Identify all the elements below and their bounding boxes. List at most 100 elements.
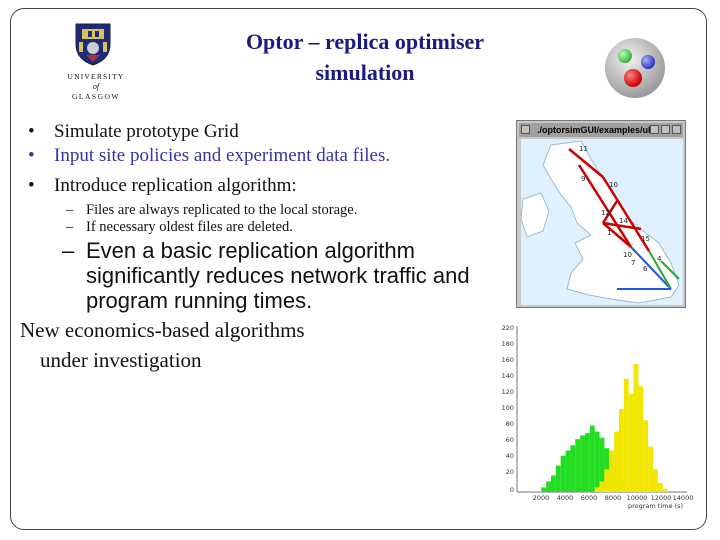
yellow-histogram-bar [599,481,605,492]
bullet-marker: • [28,121,35,142]
program-time-histogram: 220 180 160 140 120 100 80 60 40 20 0 20… [502,324,694,510]
green-histogram-bar [594,431,600,492]
yellow-histogram-bar [609,450,615,492]
bullet-marker: • [28,145,35,166]
map-node-label: 10 [609,181,618,189]
x-axis-label: program time (s) [628,502,683,510]
grid-links [568,148,651,252]
yellow-histogram-bar [623,378,629,492]
yellow-histogram-bar [614,431,619,492]
regional-links [617,246,680,290]
map-node-label: 9 [581,175,585,183]
ireland-landmass [521,192,550,238]
uk-grid-map: 11 9 10 12 14 1 15 10 7 6 4 [521,139,683,305]
emphasis-bullet-marker: – [62,238,75,263]
sub-bullet-marker: – [66,202,74,218]
map-node-label: 6 [643,265,648,273]
map-node-label: 7 [631,259,635,267]
sub-bullet-text: Files are always replicated to the local… [86,202,358,218]
yellow-histogram-bar [657,482,663,492]
yellow-series [594,363,668,492]
green-histogram-bar [575,439,581,492]
green-histogram-bar [560,455,566,492]
x-tick-label: 4000 [557,494,574,502]
y-tick-label: 160 [502,356,514,364]
minimize-button[interactable] [650,125,659,134]
green-histogram-bar [555,465,561,492]
bullet-text: Simulate prototype Grid [54,121,239,142]
yellow-histogram-bar [643,420,649,492]
yellow-histogram-bar [594,487,600,492]
title-line1: Optor – replica optimiser [245,29,485,54]
y-tick-label: 140 [502,372,514,380]
map-window-title: ./optorsimGUI/examples/uke [537,125,659,135]
green-histogram-bar [585,433,590,492]
green-histogram-bar [580,435,585,492]
y-tick-label: 100 [502,404,514,412]
yellow-histogram-bar [638,386,644,492]
yellow-histogram-bar [633,363,639,492]
yellow-histogram-bar [628,393,634,492]
sub-bullet-item: – Files are always replicated to the loc… [28,202,498,219]
bullet-item: • Simulate prototype Grid [28,120,498,144]
bullet-text: Introduce replication algorithm: [54,175,297,196]
molecule-icon [605,38,665,98]
yellow-histogram-bar [619,409,624,492]
closing-line1: New economics-based algorithms [20,318,305,342]
map-node-label: 4 [657,255,662,263]
university-name-line1: UNIVERSITY [67,72,125,81]
sub-bullet-text: If necessary oldest files are deleted. [86,219,293,235]
emphasis-bullet-item: – Even a basic replication algorithm sig… [28,238,501,313]
bullet-text: Input site policies and experiment data … [54,145,391,166]
emphasis-bullet-text: Even a basic replication algorithm signi… [86,238,470,313]
yellow-histogram-bar [662,488,668,492]
map-window-titlebar[interactable]: ./optorsimGUI/examples/uke [519,123,683,137]
slide-title: Optor – replica optimiser simulation [180,26,550,88]
university-logo: UNIVERSITY of GLASGOW [58,22,158,106]
yellow-histogram-bar [653,469,658,492]
yellow-histogram-bar [604,469,610,492]
slide-frame [10,8,707,530]
bullet-item: • Input site policies and experiment dat… [28,144,454,168]
x-tick-label: 6000 [581,494,598,502]
sub-bullet-item: – If necessary oldest files are deleted. [28,219,498,236]
close-button[interactable] [672,125,681,134]
y-tick-label: 220 [502,324,514,332]
x-tick-label: 2000 [533,494,550,502]
map-node-label: 11 [579,145,588,153]
title-line2: simulation [315,60,415,85]
green-histogram-bar [599,437,605,492]
university-name-line3: GLASGOW [72,92,120,101]
window-menu-button[interactable] [521,125,530,134]
y-tick-label: 180 [502,340,514,348]
x-tick-label: 14000 [673,494,694,502]
green-histogram-bar [565,450,571,492]
y-tick-label: 60 [506,436,514,444]
green-histogram-bar [570,445,576,492]
y-tick-label: 80 [506,420,514,428]
y-tick-label: 0 [510,486,514,494]
map-node-label: 14 [619,217,628,225]
y-tick-label: 40 [506,452,514,460]
y-tick-label: 120 [502,388,514,396]
green-histogram-bar [589,425,595,492]
green-histogram-bar [546,481,551,492]
crest-icon [75,23,111,66]
university-name-line2: of [92,82,100,91]
map-node-label: 10 [623,251,632,259]
yellow-histogram-bar [648,446,653,492]
closing-line2: under investigation [40,348,202,372]
map-node-label: 1 [607,229,611,237]
bullet-marker: • [28,175,35,196]
map-node-label: 15 [641,235,650,243]
green-histogram-bar [541,487,547,492]
x-tick-label: 12000 [651,494,672,502]
x-tick-label: 10000 [627,494,648,502]
map-node-label: 12 [601,209,610,217]
green-histogram-bar [551,475,556,492]
bullet-item: • Introduce replication algorithm: [28,174,498,198]
maximize-button[interactable] [661,125,670,134]
x-tick-label: 8000 [605,494,622,502]
y-tick-label: 20 [506,468,514,476]
closing-text: New economics-based algorithms under inv… [20,315,498,375]
